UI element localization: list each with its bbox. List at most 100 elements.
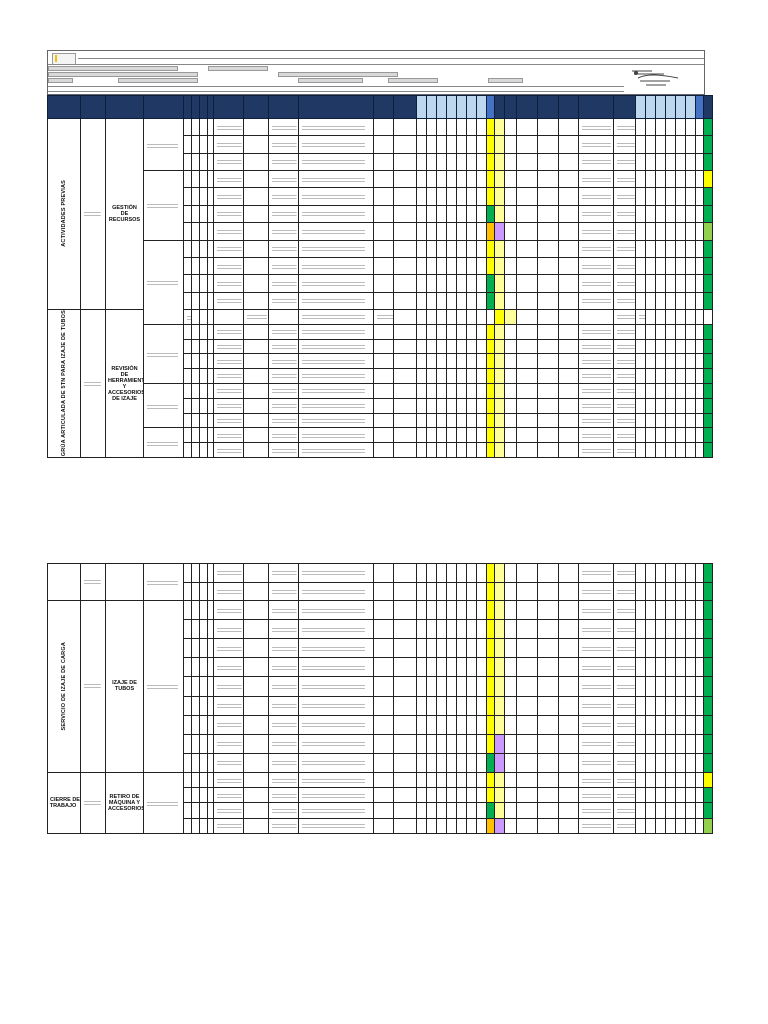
matrix-cell: [213, 771, 244, 789]
matrix-cell: [199, 638, 208, 659]
matrix-cell: [199, 135, 208, 154]
matrix-cell: [578, 599, 614, 621]
matrix-cell: [183, 427, 192, 444]
matrix-cell: [243, 638, 269, 659]
tarea-cell: [183, 308, 192, 325]
matrix-cell: [675, 353, 686, 370]
matrix-cell: [695, 308, 704, 325]
matrix-cell: [456, 802, 467, 819]
matrix-cell: [199, 291, 208, 310]
risk-rating-cell: [494, 695, 505, 716]
matrix-cell: [446, 117, 457, 137]
matrix-cell: [373, 353, 394, 370]
matrix-cell: [537, 256, 559, 276]
matrix-cell: [268, 323, 299, 340]
matrix-cell: [446, 676, 457, 697]
risk-rating-cell: [494, 382, 505, 399]
table-row: [48, 412, 713, 429]
matrix-cell: [183, 752, 192, 773]
matrix-cell: [393, 170, 417, 189]
matrix-cell: [426, 599, 437, 621]
matrix-cell: [516, 397, 538, 414]
matrix-cell: [537, 771, 559, 789]
matrix-cell: [558, 338, 579, 355]
matrix-cell: [456, 353, 467, 370]
matrix-cell: [655, 222, 666, 241]
matrix-cell: [393, 397, 417, 414]
matrix-cell: [685, 787, 696, 804]
matrix-cell: [516, 117, 538, 137]
matrix-cell: [446, 599, 457, 621]
matrix-cell: [504, 338, 517, 355]
matrix-cell: [426, 308, 437, 325]
matrix-cell: [243, 382, 269, 399]
matrix-cell: [558, 657, 579, 678]
actividad-cell: [105, 563, 144, 601]
table-row: [48, 442, 713, 459]
risk-rating-cell: [494, 733, 505, 754]
risk-level-cell: [486, 187, 495, 206]
matrix-cell: [537, 599, 559, 621]
risk-level-cell: [486, 338, 495, 355]
matrix-cell: [613, 291, 636, 310]
matrix-cell: [645, 787, 656, 804]
matrix-cell: [393, 714, 417, 735]
matrix-cell: [516, 368, 538, 384]
form-header: [47, 50, 705, 95]
table-row: [48, 239, 713, 325]
tarea-cell: [143, 170, 184, 241]
risk-level-cell: [486, 733, 495, 754]
matrix-cell: [613, 427, 636, 444]
matrix-cell: [466, 170, 477, 189]
matrix-cell: [456, 338, 467, 355]
matrix-cell: [675, 323, 686, 340]
matrix-cell: [578, 619, 614, 640]
risk-level-cell: [486, 412, 495, 429]
matrix-cell: [268, 599, 299, 621]
matrix-cell: [191, 291, 200, 310]
residual-risk-cell: [703, 638, 713, 659]
matrix-cell: [298, 817, 374, 834]
matrix-cell: [645, 733, 656, 754]
matrix-cell: [655, 619, 666, 640]
matrix-cell: [578, 368, 614, 384]
matrix-cell: [466, 382, 477, 399]
matrix-cell: [466, 427, 477, 444]
matrix-cell: [675, 274, 686, 293]
matrix-cell: [516, 787, 538, 804]
matrix-cell: [558, 442, 579, 459]
matrix-cell: [393, 752, 417, 773]
matrix-cell: [373, 291, 394, 310]
matrix-cell: [504, 382, 517, 399]
matrix-cell: [537, 442, 559, 459]
matrix-cell: [665, 802, 676, 819]
matrix-cell: [466, 291, 477, 310]
risk-rating-cell: [494, 291, 505, 310]
matrix-cell: [393, 563, 417, 583]
signature-stamp: [632, 70, 679, 86]
risk-level-cell: [486, 256, 495, 276]
matrix-cell: [191, 170, 200, 189]
matrix-cell: [456, 291, 467, 310]
risk-rating-cell: [494, 638, 505, 659]
risk-level-cell: [486, 638, 495, 659]
proceso-label: SERVICIO DE IZAJE DE CARGA: [61, 641, 67, 731]
matrix-cell: [675, 657, 686, 678]
matrix-cell: [685, 695, 696, 716]
matrix-cell: [446, 397, 457, 414]
matrix-cell: [655, 117, 666, 137]
matrix-cell: [578, 427, 614, 444]
risk-level-cell: [486, 714, 495, 735]
matrix-cell: [426, 752, 437, 773]
matrix-cell: [436, 563, 447, 583]
matrix-cell: [635, 135, 646, 154]
matrix-cell: [213, 204, 244, 224]
matrix-cell: [393, 442, 417, 459]
matrix-cell: [516, 204, 538, 224]
table-row: [48, 187, 713, 206]
matrix-cell: [446, 695, 457, 716]
matrix-cell: [558, 291, 579, 310]
matrix-cell: [373, 117, 394, 137]
matrix-cell: [476, 170, 487, 189]
table-row: [48, 222, 713, 241]
